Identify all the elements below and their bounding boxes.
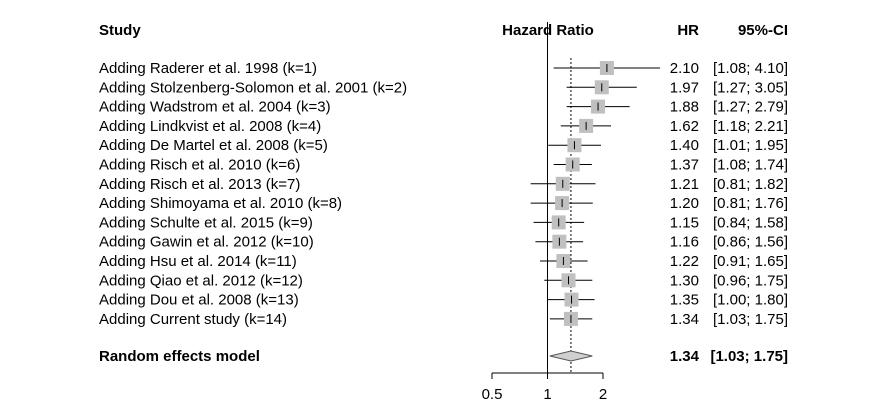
hr-value: 1.16 bbox=[670, 234, 699, 251]
ci-value: [1.27; 2.79] bbox=[713, 99, 788, 116]
header-study: Study bbox=[99, 22, 141, 39]
study-label: Adding Hsu et al. 2014 (k=11) bbox=[99, 253, 297, 270]
hr-value: 1.62 bbox=[670, 118, 699, 135]
hr-value: 1.34 bbox=[670, 311, 699, 328]
ci-value: [1.08; 4.10] bbox=[713, 60, 788, 77]
study-label: Adding Qiao et al. 2012 (k=12) bbox=[99, 272, 303, 289]
study-label: Adding Lindkvist et al. 2008 (k=4) bbox=[99, 118, 321, 135]
summary-label: Random effects model bbox=[99, 348, 260, 365]
ci-value: [0.96; 1.75] bbox=[713, 272, 788, 289]
ci-value: [0.81; 1.82] bbox=[713, 176, 788, 193]
study-label: Adding Schulte et al. 2015 (k=9) bbox=[99, 214, 313, 231]
study-label: Adding Current study (k=14) bbox=[99, 311, 287, 328]
hr-value: 2.10 bbox=[670, 60, 699, 77]
hr-value: 1.97 bbox=[670, 79, 699, 96]
ci-value: [1.27; 3.05] bbox=[713, 79, 788, 96]
ci-value: [1.18; 2.21] bbox=[713, 118, 788, 135]
x-tick-label: 1 bbox=[543, 386, 551, 403]
hr-value: 1.30 bbox=[670, 272, 699, 289]
x-tick-label: 2 bbox=[599, 386, 607, 403]
study-label: Adding De Martel et al. 2008 (k=5) bbox=[99, 137, 328, 154]
study-label: Adding Shimoyama et al. 2010 (k=8) bbox=[99, 195, 342, 212]
summary-ci-value: [1.03; 1.75] bbox=[710, 348, 788, 365]
hr-value: 1.15 bbox=[670, 214, 699, 231]
ci-value: [1.08; 1.74] bbox=[713, 157, 788, 174]
header-ci: 95%-CI bbox=[738, 22, 788, 39]
hr-value: 1.22 bbox=[670, 253, 699, 270]
study-label: Adding Dou et al. 2008 (k=13) bbox=[99, 292, 299, 309]
x-tick-label: 0.5 bbox=[482, 386, 503, 403]
study-label: Adding Raderer et al. 1998 (k=1) bbox=[99, 60, 317, 77]
header-hr: HR bbox=[677, 22, 699, 39]
hr-value: 1.40 bbox=[670, 137, 699, 154]
hr-value: 1.88 bbox=[670, 99, 699, 116]
study-label: Adding Stolzenberg-Solomon et al. 2001 (… bbox=[99, 79, 407, 96]
summary-diamond bbox=[549, 350, 593, 362]
summary-hr-value: 1.34 bbox=[670, 348, 700, 365]
hr-value: 1.20 bbox=[670, 195, 699, 212]
hr-value: 1.21 bbox=[670, 176, 699, 193]
study-label: Adding Gawin et al. 2012 (k=10) bbox=[99, 234, 314, 251]
ci-value: [0.91; 1.65] bbox=[713, 253, 788, 270]
study-label: Adding Risch et al. 2010 (k=6) bbox=[99, 157, 300, 174]
study-label: Adding Wadstrom et al. 2004 (k=3) bbox=[99, 99, 331, 116]
ci-value: [0.81; 1.76] bbox=[713, 195, 788, 212]
ci-value: [1.03; 1.75] bbox=[713, 311, 788, 328]
ci-value: [0.86; 1.56] bbox=[713, 234, 788, 251]
ci-value: [1.00; 1.80] bbox=[713, 292, 788, 309]
hr-value: 1.37 bbox=[670, 157, 699, 174]
hr-value: 1.35 bbox=[670, 292, 699, 309]
ci-value: [1.01; 1.95] bbox=[713, 137, 788, 154]
study-label: Adding Risch et al. 2013 (k=7) bbox=[99, 176, 300, 193]
ci-value: [0.84; 1.58] bbox=[713, 214, 788, 231]
